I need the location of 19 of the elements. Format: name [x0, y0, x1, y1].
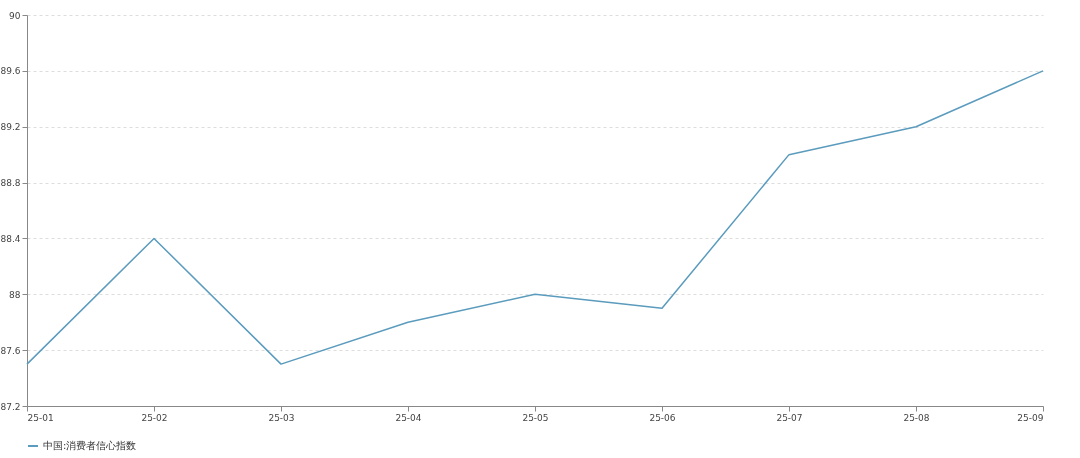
line-series	[26, 70, 1044, 365]
y-tick-label: 89.6	[0, 66, 21, 77]
y-tick-label: 90	[9, 10, 21, 21]
x-tick-label: 25-07	[776, 412, 803, 423]
x-tick-label: 25-05	[522, 412, 549, 423]
x-tick-label: 25-03	[268, 412, 295, 423]
y-tick-label: 87.2	[0, 401, 21, 412]
x-tick-label: 25-04	[395, 412, 422, 423]
y-tick-label: 88	[9, 289, 21, 300]
x-tick-label: 25-08	[903, 412, 930, 423]
y-tick-label: 88.8	[0, 178, 21, 189]
y-tick-label: 89.2	[0, 122, 21, 133]
x-tick-label: 25-02	[141, 412, 168, 423]
y-tick-label: 87.6	[0, 345, 21, 356]
legend-label: 中国:消费者信心指数	[43, 440, 137, 451]
y-tick-label: 88.4	[0, 233, 21, 244]
x-tick-label: 25-09	[1017, 412, 1044, 423]
x-tick-label: 25-01	[27, 412, 54, 423]
x-tick-label: 25-06	[649, 412, 676, 423]
